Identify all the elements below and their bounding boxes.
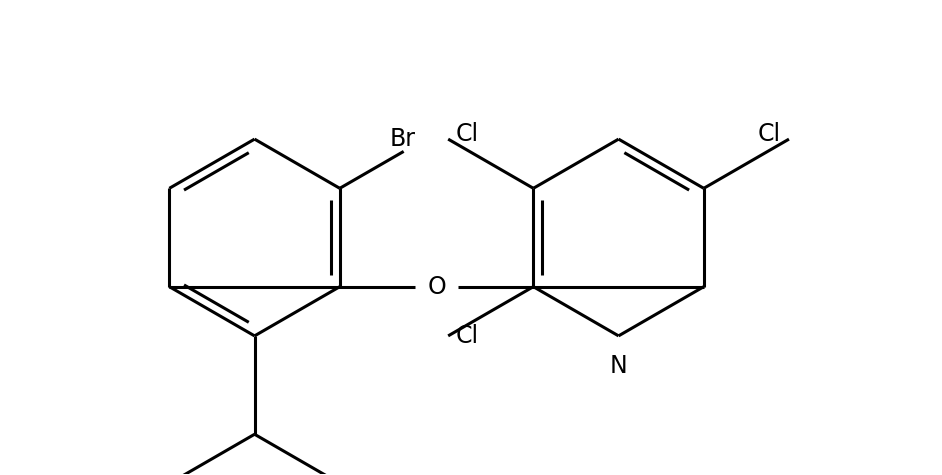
Text: Cl: Cl — [456, 324, 479, 348]
Text: Cl: Cl — [456, 122, 479, 146]
Text: Br: Br — [389, 127, 415, 151]
Text: Cl: Cl — [758, 122, 781, 146]
Text: O: O — [427, 275, 446, 299]
Text: N: N — [609, 353, 627, 378]
